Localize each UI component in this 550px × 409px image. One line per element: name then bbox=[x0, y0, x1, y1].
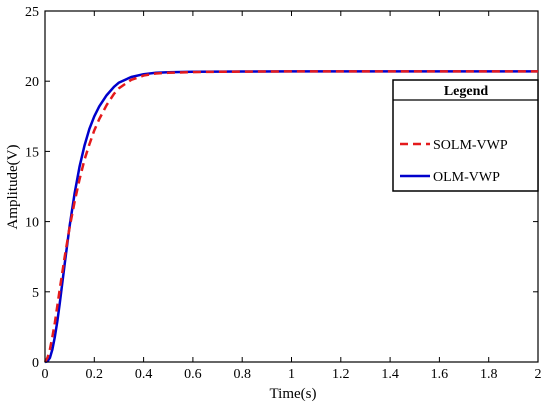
legend-label-olm-vwp: OLM-VWP bbox=[433, 170, 500, 185]
y-tick-label: 25 bbox=[25, 5, 39, 20]
x-tick-label: 1.2 bbox=[332, 367, 350, 382]
x-tick-label: 0.2 bbox=[86, 367, 104, 382]
x-axis-title: Time(s) bbox=[270, 386, 317, 402]
y-tick-label: 5 bbox=[32, 286, 39, 301]
series-layer bbox=[43, 70, 538, 364]
y-tick-label: 15 bbox=[25, 145, 39, 160]
legend-title: Legend bbox=[444, 84, 489, 99]
x-tick-label: 2 bbox=[535, 367, 542, 382]
x-tick-label: 1.8 bbox=[480, 367, 498, 382]
y-axis-title: Amplitude(V) bbox=[5, 145, 21, 230]
series-line-solm-vwp bbox=[43, 70, 538, 363]
x-tick-label: 0 bbox=[42, 367, 49, 382]
legend: Legend SOLM-VWP OLM-VWP bbox=[392, 79, 539, 192]
y-tick-label: 0 bbox=[32, 356, 39, 371]
x-tick-label: 0.6 bbox=[184, 367, 202, 382]
x-tick-label: 1 bbox=[288, 367, 295, 382]
legend-box bbox=[392, 79, 539, 192]
y-tick-label: 20 bbox=[25, 75, 39, 90]
x-tick-label: 1.4 bbox=[381, 367, 399, 382]
legend-label-solm-vwp: SOLM-VWP bbox=[433, 138, 508, 153]
x-tick-label: 0.8 bbox=[233, 367, 251, 382]
y-tick-label: 10 bbox=[25, 216, 39, 231]
x-tick-label: 1.6 bbox=[431, 367, 449, 382]
x-tick-label: 0.4 bbox=[135, 367, 153, 382]
